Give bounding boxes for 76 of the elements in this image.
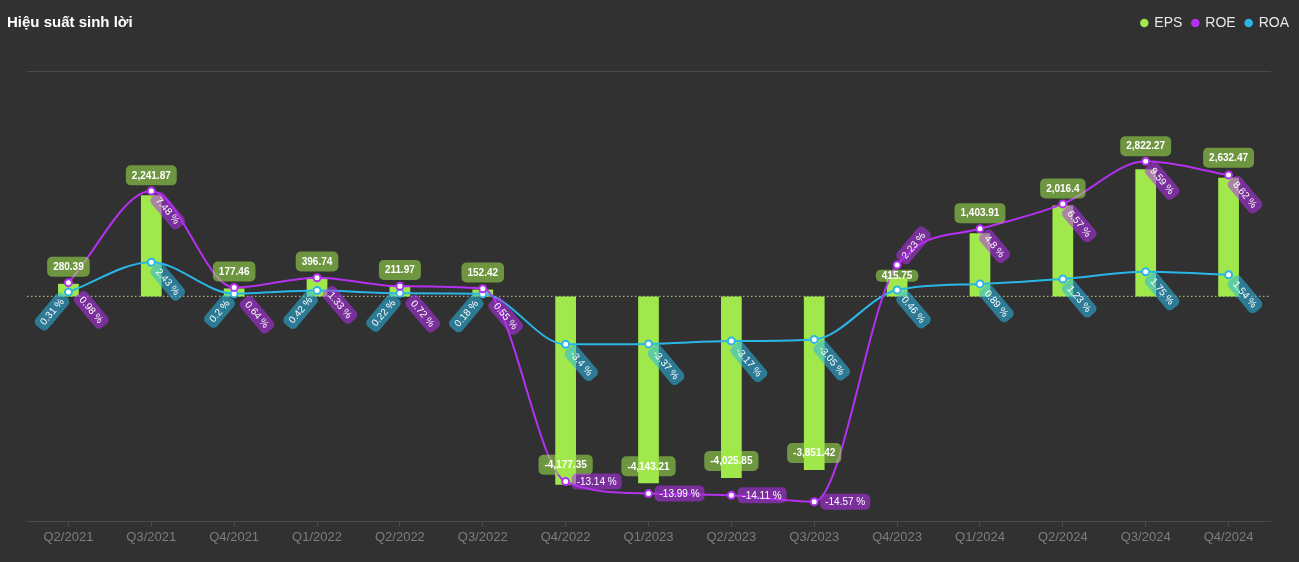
point — [146, 257, 156, 267]
data-label: 211.97 — [384, 264, 416, 276]
data-label: -3.17 % — [733, 345, 765, 379]
x-tick-label: Q2/2024 — [1037, 529, 1088, 545]
data-label: 1.33 % — [325, 289, 355, 321]
point — [809, 334, 819, 344]
point — [644, 489, 653, 499]
point — [975, 279, 985, 289]
data-label: 0.2 % — [206, 297, 232, 325]
data-label: -13.14 % — [576, 475, 617, 487]
point — [1141, 267, 1151, 277]
data-label: 152.42 — [467, 266, 499, 278]
data-label: 0.55 % — [491, 300, 521, 332]
x-tick-label: Q4/2023 — [872, 529, 923, 545]
x-tick-label: Q1/2024 — [955, 529, 1005, 545]
data-label: 0.42 % — [286, 294, 315, 326]
data-label: 2,016.4 — [1046, 182, 1080, 194]
data-label: 0.89 % — [982, 287, 1011, 319]
data-label: -4,025.85 — [710, 455, 753, 467]
x-tick-label: Q3/2021 — [126, 529, 177, 545]
data-label: 0.22 % — [369, 297, 398, 329]
x-tick-label: Q2/2022 — [374, 529, 425, 545]
point — [1224, 270, 1234, 280]
point — [809, 497, 819, 507]
point — [726, 336, 736, 346]
data-label: -3.4 % — [568, 348, 596, 378]
data-label: 1.23 % — [1065, 283, 1094, 315]
data-label: 177.46 — [218, 265, 250, 277]
data-label: 415.75 — [881, 269, 913, 281]
point — [644, 339, 653, 349]
point — [1058, 274, 1068, 284]
data-label: -14.57 % — [825, 496, 866, 507]
data-label: 396.74 — [301, 255, 333, 267]
point — [229, 282, 239, 292]
data-label: -4,177.35 — [544, 459, 588, 471]
x-tick-label: Q1/2022 — [292, 529, 342, 545]
point — [1058, 199, 1068, 209]
legend-label: ROE — [1205, 13, 1236, 30]
data-label: 280.39 — [53, 261, 85, 273]
data-label: 2,632.47 — [1209, 152, 1249, 163]
data-label: 4.8 % — [982, 232, 1008, 260]
point — [1141, 156, 1151, 166]
chart-title: Hiệu suất sinh lời — [7, 13, 133, 31]
data-label: -4,143.21 — [627, 460, 671, 472]
x-tick-label: Q2/2023 — [706, 529, 757, 545]
point — [726, 490, 736, 500]
data-label: 2,241.87 — [131, 169, 172, 181]
x-tick-label: Q4/2021 — [209, 529, 260, 545]
x-tick-label: Q3/2024 — [1120, 529, 1171, 545]
data-label: -3,851.42 — [793, 447, 836, 459]
data-label: 2,822.27 — [1126, 140, 1166, 152]
x-tick-label: Q1/2023 — [623, 529, 674, 545]
x-tick-label: Q3/2023 — [789, 529, 840, 545]
point — [478, 284, 488, 294]
point — [395, 281, 405, 291]
point — [312, 273, 322, 283]
data-label: 6.57 % — [1065, 207, 1094, 239]
point — [561, 477, 571, 487]
data-label: -3.37 % — [650, 347, 682, 382]
data-label: 1,403.91 — [960, 207, 1000, 219]
data-label: 0.18 % — [451, 297, 481, 329]
point — [1224, 170, 1234, 180]
data-label: -13.99 % — [659, 487, 700, 499]
x-tick-label: Q4/2022 — [540, 529, 591, 545]
point — [146, 186, 156, 196]
data-label: -14.11 % — [742, 489, 782, 501]
legend-label: EPS — [1154, 13, 1183, 30]
point — [892, 260, 902, 270]
data-label: 0.31 % — [37, 295, 67, 327]
legend-label: ROA — [1258, 13, 1290, 30]
point — [975, 224, 985, 234]
x-tick-label: Q3/2022 — [457, 529, 508, 545]
x-tick-label: Q2/2021 — [43, 529, 94, 545]
point — [561, 339, 571, 349]
point — [63, 278, 73, 288]
x-tick-label: Q4/2024 — [1203, 529, 1254, 545]
